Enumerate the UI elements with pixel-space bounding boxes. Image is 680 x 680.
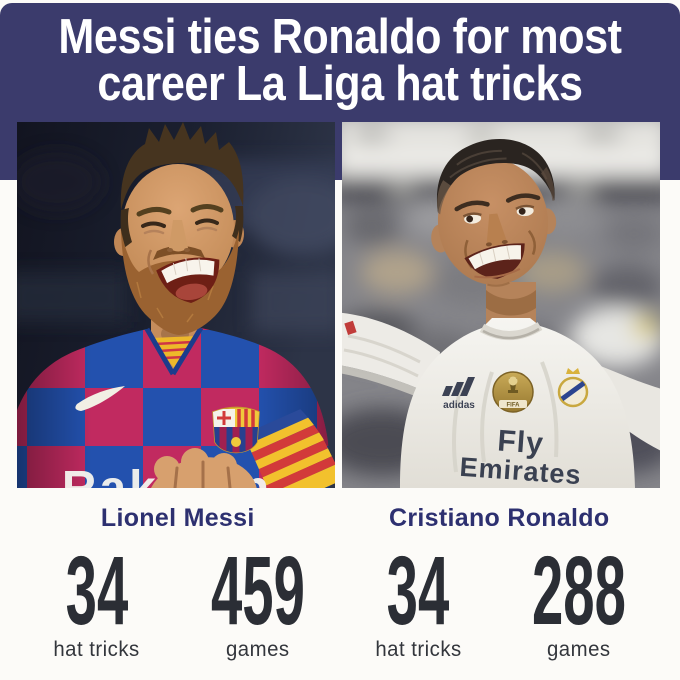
infographic-card: Messi ties Ronaldo for most career La Li…	[0, 3, 680, 680]
stat-label: hat tricks	[375, 638, 462, 662]
fifa-badge-text: FIFA	[507, 403, 521, 409]
photo-panels: Rakuten	[17, 122, 660, 488]
messi-cheek-crease	[147, 249, 155, 275]
messi-sideburn-left	[120, 208, 132, 248]
stat-value: 288	[532, 536, 627, 645]
fifa-world-champions-badge-icon: FIFA	[492, 371, 534, 413]
messi-mustache	[153, 245, 205, 260]
messi-mouth	[156, 257, 220, 303]
barcelona-crest-icon	[212, 406, 260, 454]
messi-eyebrows	[136, 204, 224, 217]
messi-sideburn-right	[232, 206, 244, 242]
sleeve-logo	[344, 320, 357, 335]
messi-games-stat: 459 games	[177, 536, 339, 662]
ronaldo-stats: 34 hat tricks 288 games	[339, 536, 661, 662]
ronaldo-mouth	[464, 243, 525, 279]
stat-value: 459	[210, 536, 305, 645]
player-name-ronaldo: Cristiano Ronaldo	[389, 504, 610, 532]
ronaldo-collar	[479, 322, 543, 341]
adidas-logo-icon: adidas	[442, 377, 475, 411]
ronaldo-head	[431, 139, 557, 287]
messi-hat-tricks-stat: 34 hat tricks	[17, 536, 177, 662]
ronaldo-right-arm	[342, 312, 440, 404]
messi-eyes	[141, 218, 219, 228]
adidas-text: adidas	[443, 400, 475, 411]
ronaldo-photo-art: adidas FIFA Fly	[342, 122, 660, 488]
messi-photo: Rakuten	[17, 122, 335, 488]
stat-label: hat tricks	[53, 638, 141, 662]
fly-emirates-sponsor-text-line1: Fly	[496, 424, 545, 460]
stat-label: games	[547, 638, 611, 662]
messi-beard-texture	[136, 281, 214, 323]
ronaldo-eyebrows	[454, 193, 541, 212]
messi-hair	[120, 122, 244, 210]
ronaldo-nose	[486, 213, 507, 246]
messi-fist	[146, 448, 258, 488]
ronaldo-hair	[437, 139, 555, 213]
ronaldo-games-stat: 288 games	[498, 536, 660, 662]
messi-collar	[144, 326, 204, 376]
messi-photo-art: Rakuten	[17, 122, 335, 488]
real-madrid-crest-icon	[557, 368, 589, 408]
stat-label: games	[225, 638, 290, 662]
player-name-messi: Lionel Messi	[100, 504, 255, 532]
headline-line-2: career La Liga hat tricks	[97, 57, 583, 111]
player-names-row: Lionel Messi Cristiano Ronaldo	[17, 504, 660, 533]
nike-swoosh-icon	[75, 386, 125, 411]
messi-head	[114, 122, 244, 335]
messi-nose	[169, 220, 188, 252]
stat-value: 34	[387, 536, 450, 645]
messi-eye-creases	[143, 226, 218, 235]
stat-value: 34	[65, 536, 129, 645]
ronaldo-hat-tricks-stat: 34 hat tricks	[339, 536, 499, 662]
headline-line-1: Messi ties Ronaldo for most	[58, 10, 622, 64]
ronaldo-eyes	[466, 215, 474, 223]
messi-stats: 34 hat tricks 459 games	[17, 536, 339, 662]
stats-row: 34 hat tricks 459 games 34 hat tricks 28…	[17, 536, 661, 662]
ronaldo-photo: adidas FIFA Fly	[342, 122, 660, 488]
